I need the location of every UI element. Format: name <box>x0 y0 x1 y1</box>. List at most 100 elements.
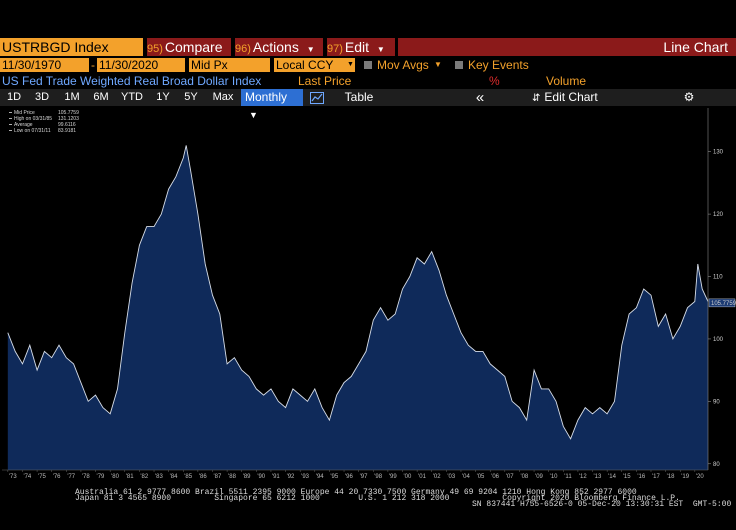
x-tick-label: '74 <box>23 474 31 480</box>
line-chart-icon[interactable] <box>307 89 327 106</box>
chevron-down-icon[interactable]: ▼ <box>434 60 442 69</box>
y-tick-label: 110 <box>713 275 723 281</box>
edit-shortcut: 97) <box>327 43 343 55</box>
x-tick-label: '91 <box>272 474 280 480</box>
x-tick-label: '84 <box>170 474 178 480</box>
range-1y-button[interactable]: 1Y <box>156 91 170 103</box>
x-tick-label: '85 <box>184 474 192 480</box>
x-tick-label: '96 <box>345 474 353 480</box>
range-1d-button[interactable]: 1D <box>6 91 22 103</box>
volume-label: Volume <box>546 74 587 88</box>
x-tick-label: '81 <box>126 474 134 480</box>
range-5y-button[interactable]: 5Y <box>184 91 198 103</box>
last-price-label: Last Price <box>298 74 352 88</box>
ticker-field[interactable]: USTRBGD Index <box>0 38 143 56</box>
x-tick-label: '11 <box>564 474 572 480</box>
last-value-label: 105.7759 <box>711 301 736 307</box>
x-tick-label: '19 <box>681 474 689 480</box>
x-tick-label: '04 <box>462 474 470 480</box>
x-tick-label: '83 <box>155 474 163 480</box>
key-events-label: Key Events <box>468 58 529 72</box>
currency-select[interactable]: Local CCY <box>274 58 346 72</box>
table-button[interactable]: Table <box>344 90 374 104</box>
x-tick-label: '94 <box>316 474 324 480</box>
price-field-select[interactable]: Mid Px <box>189 58 270 72</box>
legend-label: High on 03/31/85 <box>14 116 52 122</box>
chart-type-title: Line Chart <box>663 38 736 56</box>
footer-line-2: Japan 81 3 4565 8900 Singapore 65 6212 1… <box>75 494 680 503</box>
x-tick-label: '89 <box>243 474 251 480</box>
x-tick-label: '09 <box>535 474 543 480</box>
range-max-button[interactable]: Max <box>212 91 234 103</box>
range-ytd-button[interactable]: YTD <box>121 91 143 103</box>
x-tick-label: '13 <box>594 474 602 480</box>
chevron-down-icon: ▼ <box>376 45 385 54</box>
x-tick-label: '05 <box>477 474 485 480</box>
x-tick-label: '01 <box>418 474 426 480</box>
actions-label: Actions <box>252 39 299 55</box>
last-value-tag <box>708 298 736 308</box>
x-tick-label: '10 <box>550 474 558 480</box>
legend-label: Mid Price <box>14 110 35 116</box>
key-events-checkbox[interactable] <box>455 61 463 69</box>
range-3d-button[interactable]: 3D <box>34 91 50 103</box>
legend-value: 99.6116 <box>58 122 76 128</box>
legend-label: Average <box>14 122 33 128</box>
collapse-icon[interactable]: « <box>475 89 485 106</box>
x-tick-label: '78 <box>82 474 90 480</box>
x-tick-label: '88 <box>228 474 236 480</box>
header-filler <box>398 38 736 56</box>
x-tick-label: '18 <box>667 474 675 480</box>
edit-button[interactable]: 97) Edit ▼ <box>327 38 395 56</box>
actions-button[interactable]: 96) Actions ▼ <box>235 38 323 56</box>
x-tick-label: '93 <box>301 474 309 480</box>
x-tick-label: '73 <box>9 474 17 480</box>
frequency-label: Monthly <box>245 90 288 104</box>
x-tick-label: '12 <box>579 474 587 480</box>
frequency-select[interactable]: Monthly ▼ <box>241 89 303 120</box>
x-tick-label: '00 <box>404 474 412 480</box>
x-tick-label: '75 <box>38 474 46 480</box>
chevron-down-icon: ▼ <box>249 110 258 120</box>
x-tick-label: '76 <box>53 474 61 480</box>
edit-chart-label: Edit Chart <box>544 90 598 104</box>
footer-line-1: Australia 61 2 9777 8600 Brazil 5511 239… <box>75 488 637 497</box>
legend-background <box>7 108 85 136</box>
chevron-down-icon[interactable]: ▼ <box>346 58 355 72</box>
security-name: US Fed Trade Weighted Real Broad Dollar … <box>2 74 262 88</box>
edit-chart-button[interactable]: ⇵ Edit Chart <box>532 89 612 106</box>
footer: Australia 61 2 9777 8600 Brazil 5511 239… <box>0 488 736 530</box>
x-tick-label: '16 <box>637 474 645 480</box>
x-tick-label: '20 <box>696 474 704 480</box>
compare-button[interactable]: 95) Compare <box>147 38 231 56</box>
x-tick-label: '15 <box>623 474 631 480</box>
start-date-field[interactable]: 11/30/1970 <box>0 58 89 72</box>
chart-legend: Mid Price 105.7759 High on 03/31/85 131.120… <box>7 108 85 136</box>
x-tick-label: '97 <box>360 474 368 480</box>
x-tick-label: '77 <box>67 474 75 480</box>
x-tick-label: '17 <box>652 474 660 480</box>
date-separator: - <box>91 58 95 72</box>
legend-value: 83.9181 <box>58 128 76 134</box>
x-tick-label: '80 <box>111 474 119 480</box>
footer-line-3: SN 837441 H755-6526-0 05-Dec-20 13:30:31… <box>472 500 732 509</box>
compare-label: Compare <box>164 39 223 55</box>
x-tick-label: '95 <box>330 474 338 480</box>
mov-avgs-checkbox[interactable] <box>364 61 372 69</box>
x-tick-label: '86 <box>199 474 207 480</box>
x-tick-label: '98 <box>374 474 382 480</box>
x-tick-label: '79 <box>97 474 105 480</box>
range-1m-button[interactable]: 1M <box>64 91 80 103</box>
actions-shortcut: 96) <box>235 43 251 55</box>
legend-value: 131.1203 <box>58 116 79 122</box>
end-date-field[interactable]: 11/30/2020 <box>97 58 185 72</box>
range-6m-button[interactable]: 6M <box>93 91 109 103</box>
x-tick-label: '14 <box>608 474 616 480</box>
edit-chart-icon: ⇵ <box>532 93 541 104</box>
range-toolbar <box>0 89 736 106</box>
x-tick-label: '82 <box>140 474 148 480</box>
price-area <box>7 145 709 470</box>
x-tick-label: '92 <box>287 474 295 480</box>
price-chart[interactable]: 80 90 100 110 120 130 '73 '74 '75 '76 '77 '78 '79 '8… <box>0 108 736 486</box>
gear-icon[interactable]: ⚙ <box>683 90 695 104</box>
